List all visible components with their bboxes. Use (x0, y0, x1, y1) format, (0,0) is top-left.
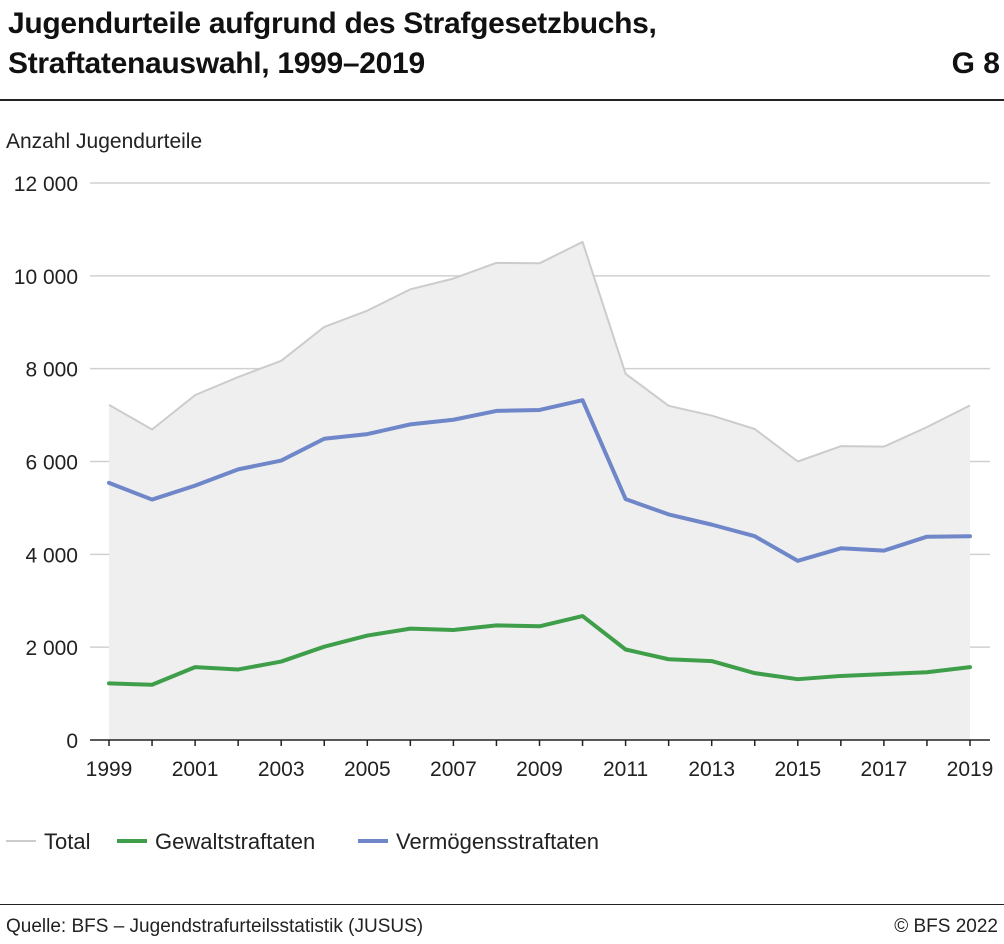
x-tick-label: 2007 (430, 758, 477, 781)
x-axis: 1999 2001 2003 2005 2007 2009 2011 2013 2015 2017… (86, 739, 994, 781)
x-tick-label: 2013 (688, 758, 735, 781)
y-tick-label: 6 000 (25, 452, 78, 475)
x-tick-label: 2017 (861, 758, 908, 781)
y-tick-label: 0 (66, 730, 78, 753)
chart-title: Jugendurteile aufgrund des Strafgesetzbu… (8, 4, 908, 84)
bottom-divider (0, 904, 1004, 905)
x-tick-label: 2009 (516, 758, 563, 781)
chart-title-line-1: Jugendurteile aufgrund des Strafgesetzbu… (8, 7, 657, 40)
copyright-note: © BFS 2022 (894, 916, 998, 937)
top-divider (0, 99, 1004, 101)
y-tick-label: 4 000 (25, 544, 78, 567)
y-tick-label: 10 000 (14, 266, 78, 289)
y-tick-label: 12 000 (14, 173, 78, 196)
x-tick-label: 2003 (258, 758, 305, 781)
legend: Total Gewaltstraftaten Vermögensstraftaten (6, 829, 599, 854)
x-tick-label: 2019 (947, 758, 994, 781)
line-chart: Anzahl Jugendurteile 0 2 000 4 000 6 000 8 0… (6, 130, 994, 854)
y-axis-ticks: 0 2 000 4 000 6 000 8 000 10 000 12 000 (14, 173, 78, 753)
area-layer (108, 240, 971, 740)
lines-layer (107, 398, 972, 687)
series-line-gewaltstraftaten (107, 614, 972, 687)
series-line-total (108, 240, 971, 463)
x-tick-label: 1999 (86, 758, 133, 781)
y-tick-label: 2 000 (25, 637, 78, 660)
series-area-total (109, 241, 970, 740)
x-tick-label: 2015 (774, 758, 821, 781)
series-line-verm-gensstraftaten (107, 398, 972, 563)
legend-label: Total (44, 829, 90, 854)
legend-label: Gewaltstraftaten (155, 829, 315, 854)
y-tick-label: 8 000 (25, 359, 78, 382)
x-tick-label: 2001 (172, 758, 219, 781)
y-axis-label: Anzahl Jugendurteile (6, 130, 202, 153)
source-note: Quelle: BFS – Jugendstrafurteilsstatisti… (6, 916, 424, 937)
graphic-number: G 8 (951, 47, 1000, 80)
legend-label: Vermögensstraftaten (396, 829, 599, 854)
x-tick-label: 2005 (344, 758, 391, 781)
chart-title-line-2: Straftatenauswahl, 1999–2019 (8, 47, 425, 80)
x-tick-label: 2011 (603, 758, 648, 781)
